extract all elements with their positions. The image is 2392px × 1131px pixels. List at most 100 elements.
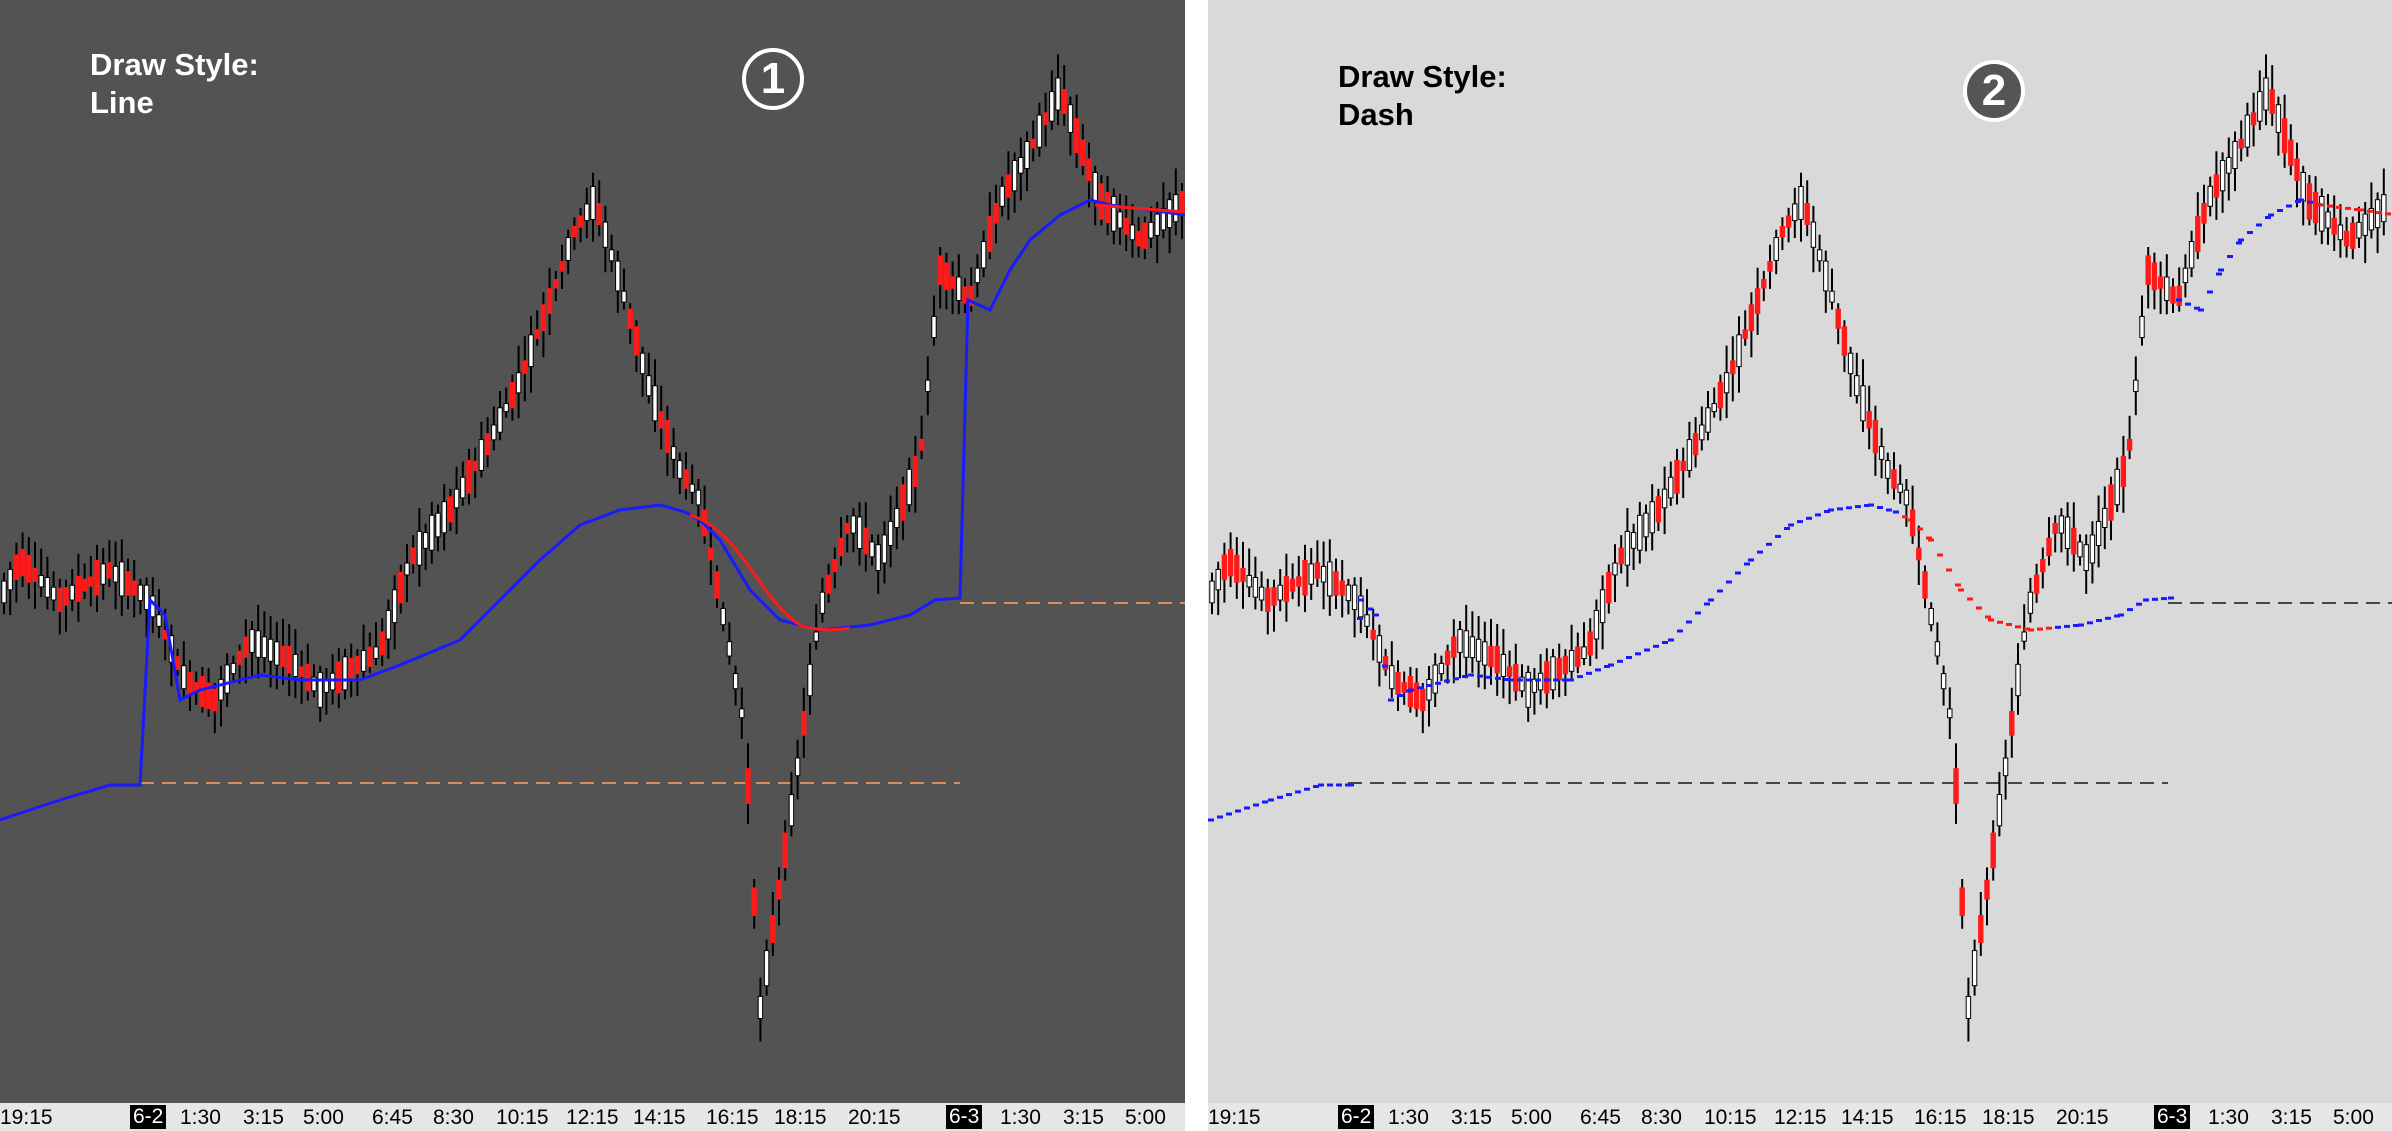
candle-down	[559, 261, 565, 272]
axis-time-label: 5:00	[1125, 1106, 1166, 1129]
candle-up	[980, 241, 987, 269]
candle-up	[763, 950, 770, 987]
candle-up	[137, 584, 144, 602]
candle-up	[274, 641, 280, 666]
candle-up	[1723, 372, 1730, 394]
candle-down	[1494, 646, 1500, 674]
candle-up	[1519, 676, 1525, 692]
candle-up	[2319, 196, 2325, 232]
candle-up	[1996, 794, 2003, 827]
candle-down	[280, 645, 286, 668]
candle-up	[1630, 532, 1637, 549]
candle-up	[385, 610, 392, 640]
candle-down	[466, 459, 472, 494]
candle-down	[962, 286, 968, 304]
indicator-path-down	[1094, 203, 1185, 214]
price-chart[interactable]	[1208, 0, 2392, 1103]
candle-up	[1438, 662, 1445, 675]
candle-down	[782, 832, 788, 869]
candle-up	[119, 561, 125, 597]
candle-up	[646, 375, 652, 397]
candle-up	[261, 636, 268, 659]
candle-down	[1234, 554, 1240, 583]
candle-down	[1240, 568, 1246, 582]
candle-down	[1314, 562, 1321, 579]
candle-down	[1922, 571, 1928, 599]
candle-up	[112, 565, 119, 583]
candle-down	[577, 215, 584, 228]
axis-date-label: 6-2	[1338, 1105, 1375, 1129]
candle-up	[1798, 186, 1804, 220]
candle-up	[2058, 515, 2065, 534]
candle-down	[2294, 158, 2300, 182]
candle-up	[422, 532, 429, 549]
candle-down	[987, 215, 993, 253]
candle-up	[515, 372, 522, 394]
candle-down	[900, 484, 906, 521]
chart-panel-line: Draw Style: Line 1 19:15 6-2 1:30 3:15 5:00 6…	[0, 0, 1185, 1131]
candle-up	[404, 562, 410, 576]
candle-up	[143, 584, 150, 611]
candle-down	[751, 887, 757, 917]
candle-up	[1258, 586, 1265, 601]
candle-up	[2368, 208, 2375, 231]
candle-up	[608, 249, 615, 262]
candle-down	[1872, 419, 1879, 454]
candle-up	[732, 673, 739, 690]
candle-down	[1717, 382, 1724, 409]
candle-up	[2002, 757, 2009, 777]
candle-up	[2257, 91, 2263, 122]
candle-down	[509, 382, 516, 409]
candle-up	[181, 665, 187, 690]
candle-up	[528, 334, 534, 368]
candle-down	[205, 682, 212, 709]
candle-up	[1246, 575, 1252, 588]
axis-time-label: 3:15	[243, 1106, 284, 1129]
candle-up	[2300, 172, 2306, 202]
candle-down	[2120, 456, 2127, 487]
axis-time-label: 8:30	[433, 1106, 474, 1129]
candle-down	[2176, 285, 2182, 306]
candle-down	[1444, 650, 1451, 665]
axis-time-label: 10:15	[496, 1106, 549, 1129]
candle-up	[2337, 224, 2344, 241]
candle-down	[367, 646, 373, 667]
chart-panel-dash: Draw Style: Dash 2 19:15 6-2 1:30 3:15 5:00 6…	[1208, 0, 2392, 1131]
candle-down	[1042, 112, 1049, 126]
candle-down	[1785, 215, 1792, 228]
candle-up	[1885, 460, 1891, 479]
candle-down	[1953, 768, 1959, 804]
candle-up	[974, 267, 981, 284]
candle-up	[956, 276, 962, 301]
price-chart[interactable]	[0, 0, 1185, 1103]
candle-down	[131, 580, 137, 596]
candle-up	[869, 541, 875, 558]
candle-up	[1593, 610, 1600, 640]
candle-down	[1283, 576, 1290, 602]
candle-up	[156, 614, 162, 627]
candle-up	[100, 563, 106, 585]
candle-up	[342, 656, 348, 691]
candle-up	[2232, 141, 2238, 169]
candle-down	[2343, 230, 2350, 247]
candle-down	[106, 562, 113, 579]
candle-up	[2015, 663, 2021, 697]
candle-down	[1587, 631, 1593, 656]
candle-up	[1308, 563, 1314, 585]
candle-up	[590, 186, 596, 220]
candle-up	[639, 352, 646, 375]
candle-up	[7, 568, 13, 591]
time-axis: 19:15 6-2 1:30 3:15 5:00 6:45 8:30 10:15 12:15 14…	[1208, 1103, 2392, 1131]
candle-up	[311, 676, 317, 692]
candle-up	[925, 379, 931, 393]
axis-time-label: 5:00	[303, 1106, 344, 1129]
candle-up	[453, 488, 460, 509]
candle-up	[1940, 673, 1947, 690]
candle-up	[1469, 636, 1476, 659]
candle-up	[726, 641, 733, 657]
candle-down	[286, 646, 292, 674]
candle-up	[2263, 77, 2269, 111]
candle-down	[1680, 460, 1686, 472]
candle-down	[1030, 138, 1036, 149]
candle-up	[695, 489, 702, 506]
